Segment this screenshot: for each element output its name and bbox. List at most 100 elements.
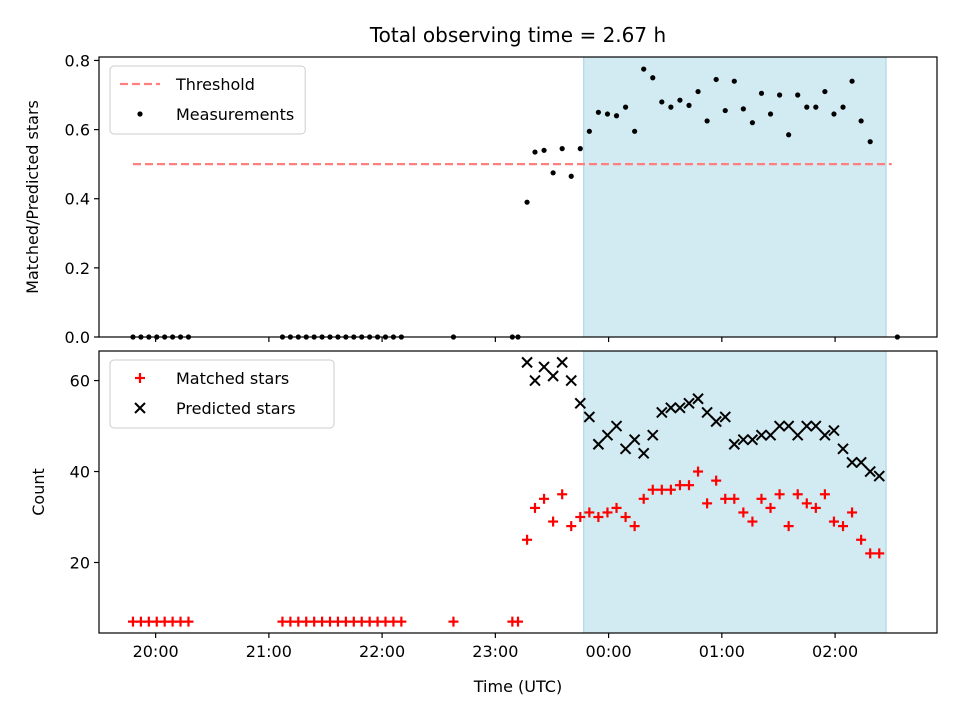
data-point-predicted-stars <box>647 429 659 441</box>
data-point-matched-stars <box>711 475 722 486</box>
data-point-measurements <box>740 106 746 112</box>
data-point-matched-stars <box>584 507 595 518</box>
y-tick-label: 0.8 <box>65 51 90 70</box>
data-point-predicted-stars <box>538 361 550 373</box>
data-point-predicted-stars <box>601 429 614 441</box>
legend-label: Threshold <box>175 75 255 94</box>
data-point-predicted-stars <box>547 370 559 382</box>
data-point-measurements <box>849 78 855 84</box>
data-point-predicted-stars <box>556 356 568 369</box>
data-point-matched-stars <box>396 616 407 627</box>
x-tick-label: 22:00 <box>359 642 405 661</box>
data-point-predicted-stars <box>810 420 822 432</box>
y-tick-label: 0.4 <box>65 190 90 209</box>
data-point-measurements <box>559 146 565 152</box>
legend: Matched stars Predicted stars <box>109 359 335 429</box>
data-point-matched-stars <box>765 502 776 513</box>
data-point-predicted-stars <box>565 374 577 387</box>
data-point-matched-stars <box>656 484 667 495</box>
data-point-predicted-stars <box>782 420 795 432</box>
data-point-matched-stars <box>620 512 631 523</box>
data-point-matched-stars <box>792 489 803 500</box>
data-point-measurements <box>586 128 592 134</box>
data-point-matched-stars <box>828 516 839 527</box>
data-point-measurements <box>622 104 629 110</box>
data-point-predicted-stars <box>801 420 813 432</box>
data-point-matched-stars <box>674 480 685 491</box>
data-point-matched-stars <box>865 548 876 559</box>
data-point-predicted-stars <box>864 465 876 478</box>
chart-title: Total observing time = 2.67 h <box>369 23 666 47</box>
data-point-predicted-stars <box>665 402 677 414</box>
legend-swatch <box>137 111 143 117</box>
data-point-measurements <box>595 109 602 115</box>
data-point-matched-stars <box>783 521 794 532</box>
data-point-predicted-stars <box>828 424 840 437</box>
data-point-matched-stars <box>801 498 812 509</box>
data-point-measurements <box>695 88 701 95</box>
data-point-measurements <box>632 128 638 134</box>
y-tick-label: 60 <box>70 372 90 391</box>
data-point-predicted-stars <box>619 443 632 455</box>
data-point-matched-stars <box>638 493 649 504</box>
data-point-measurements <box>641 66 647 72</box>
data-point-measurements <box>668 104 674 110</box>
y-tick-label: 0.0 <box>65 328 90 347</box>
y-tick-label: 0.2 <box>65 259 90 278</box>
legend-box <box>109 359 335 429</box>
data-point-predicted-stars <box>873 470 885 482</box>
data-point-matched-stars <box>611 502 622 513</box>
data-point-measurements <box>749 120 756 126</box>
data-point-matched-stars <box>529 502 540 513</box>
data-point-matched-stars <box>557 489 568 500</box>
data-point-matched-stars <box>738 507 749 518</box>
x-tick-label: 01:00 <box>699 642 745 661</box>
data-point-matched-stars <box>513 616 523 627</box>
data-point-predicted-stars <box>529 374 541 387</box>
data-point-predicted-stars <box>610 420 623 432</box>
data-point-matched-stars <box>874 548 885 559</box>
data-point-predicted-stars <box>728 438 741 450</box>
observing-window-band <box>583 57 887 337</box>
x-tick-label: 23:00 <box>472 642 518 661</box>
data-point-measurements <box>704 118 710 124</box>
data-point-measurements <box>568 173 574 179</box>
data-point-measurements <box>532 149 538 155</box>
y-tick-label: 20 <box>70 554 90 573</box>
data-point-matched-stars <box>819 489 830 500</box>
data-point-matched-stars <box>856 534 867 545</box>
legend-item: Predicted stars <box>134 399 296 418</box>
data-point-predicted-stars <box>674 402 686 414</box>
data-point-matched-stars <box>720 493 731 504</box>
data-point-predicted-stars <box>846 456 858 469</box>
data-point-measurements <box>713 76 719 83</box>
data-point-predicted-stars <box>819 429 831 441</box>
legend-label: Matched stars <box>176 369 289 388</box>
data-point-measurements <box>722 107 728 114</box>
data-point-predicted-stars <box>746 433 759 446</box>
data-point-measurements <box>822 88 828 95</box>
data-point-measurements <box>524 199 530 205</box>
x-tick-label: 20:00 <box>133 642 179 661</box>
data-point-predicted-stars <box>521 356 533 369</box>
y-tick-label: 40 <box>70 463 90 482</box>
data-point-predicted-stars <box>855 456 867 469</box>
data-point-predicted-stars <box>710 415 722 428</box>
x-axis-label: Time (UTC) <box>473 677 562 696</box>
data-point-measurements <box>867 139 873 145</box>
data-point-measurements <box>613 113 620 119</box>
legend: Threshold Measurements <box>109 65 306 135</box>
data-point-measurements <box>858 118 864 124</box>
data-point-predicted-stars <box>692 393 704 405</box>
upper-panel: 0.0 0.2 0.4 0.6 0.8 Threshold Measurements <box>65 51 938 347</box>
data-point-matched-stars <box>693 466 704 477</box>
data-point-measurements <box>767 111 774 117</box>
data-point-predicted-stars <box>656 406 668 419</box>
legend-swatch <box>134 402 146 414</box>
data-point-predicted-stars <box>792 429 804 441</box>
data-point-matched-stars <box>539 493 550 504</box>
data-point-matched-stars <box>747 516 758 527</box>
data-point-matched-stars <box>847 507 858 518</box>
data-point-measurements <box>541 147 547 153</box>
data-point-predicted-stars <box>701 406 713 419</box>
